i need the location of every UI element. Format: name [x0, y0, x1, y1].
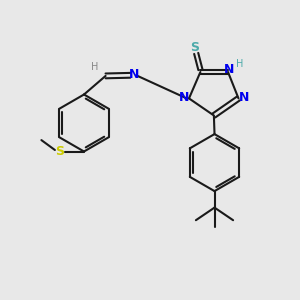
Text: N: N [179, 91, 189, 104]
Text: H: H [236, 58, 244, 69]
Text: N: N [224, 63, 235, 76]
Text: S: S [56, 145, 64, 158]
Text: H: H [91, 62, 98, 72]
Text: N: N [129, 68, 140, 81]
Text: N: N [239, 91, 249, 104]
Text: S: S [190, 41, 199, 54]
